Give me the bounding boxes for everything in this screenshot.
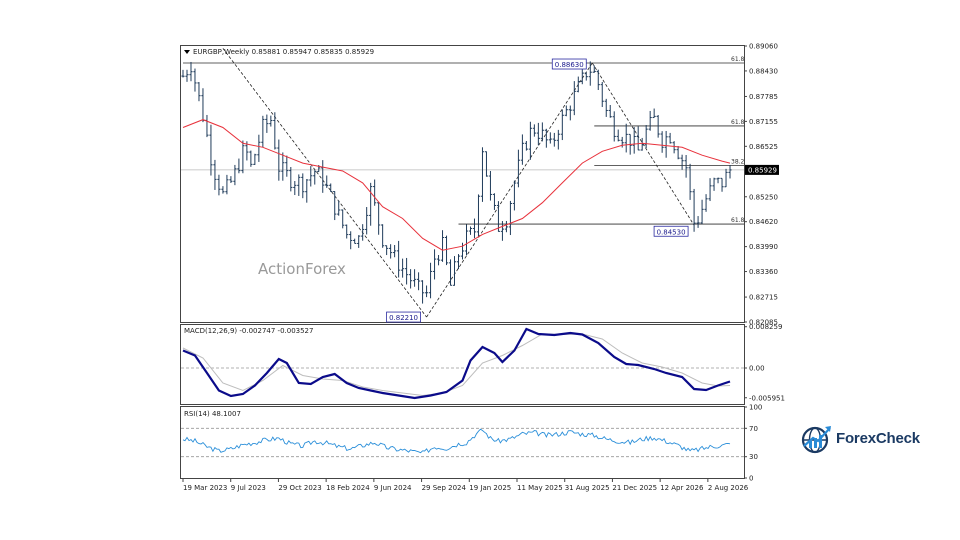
macd-tick-label: 0.00: [749, 365, 765, 373]
price-tick-label: 0.83360: [749, 268, 778, 276]
rsi-header: RSI(14) 48.1007: [184, 410, 241, 418]
watermark: ActionForex: [258, 260, 346, 278]
price-tick-label: 0.83990: [749, 243, 778, 251]
price-tick-label: 0.88430: [749, 67, 778, 75]
trendline: [222, 48, 427, 318]
current-price-box: [745, 164, 779, 175]
price-tick-label: 0.89060: [749, 43, 778, 51]
x-tick-label: 29 Sep 2024: [422, 484, 467, 492]
fib-level-label: 61.8: [731, 56, 745, 63]
x-tick-label: 2 Aug 2026: [708, 484, 749, 492]
price-tick-label: 0.86525: [749, 143, 778, 151]
price-annotation-box: [386, 311, 421, 323]
price-annotation-label: 0.84530: [657, 228, 686, 236]
price-annotation-label: 0.82210: [389, 314, 418, 322]
price-tick-label: 0.82715: [749, 294, 778, 302]
macd-header: MACD(12,26,9) -0.002747 -0.003527: [184, 327, 313, 335]
price-tick-label: 0.85250: [749, 193, 778, 201]
fib-level-label: 38.2: [731, 159, 745, 166]
price-tick-label: 0.87785: [749, 93, 778, 101]
rsi-tick-label: 70: [749, 425, 758, 433]
macd-panel: [180, 324, 745, 405]
rsi-series-line: [182, 428, 731, 454]
macd-tick-label: -0.005951: [749, 394, 785, 402]
rsi-panel: [180, 406, 745, 479]
x-tick-label: 12 Apr 2026: [660, 484, 704, 492]
price-annotation-box: [653, 225, 689, 237]
x-tick-label: 11 May 2025: [517, 484, 563, 492]
trendline: [591, 62, 695, 226]
rsi-tick-label: 0: [749, 475, 753, 483]
price-panel: [180, 45, 745, 323]
price-annotation-label: 0.88630: [555, 61, 584, 69]
fib-level-label: 61.8: [731, 119, 745, 126]
price-tick-label: 0.82085: [749, 319, 778, 327]
x-tick-label: 9 Jun 2024: [374, 484, 412, 492]
globe-chart-logo-icon: [801, 426, 831, 454]
x-tick-label: 9 Jul 2023: [231, 484, 266, 492]
price-tick-label: 0.87155: [749, 118, 778, 126]
x-tick-label: 29 Oct 2023: [278, 484, 321, 492]
rsi-tick-label: 100: [749, 404, 762, 412]
brand-logo: ForexCheck: [800, 424, 930, 454]
macd-series-macd: [182, 327, 731, 400]
brand-name: ForexCheck: [836, 430, 920, 447]
current-price-label: 0.85929: [748, 166, 777, 174]
x-tick-label: 19 Jan 2025: [469, 484, 511, 492]
fib-level-label: 61.8: [731, 217, 745, 224]
price-tick-label: 0.84620: [749, 218, 778, 226]
chart-header: EURGBP,Weekly 0.85881 0.85947 0.85835 0.…: [193, 48, 374, 56]
collapse-triangle-icon[interactable]: [184, 50, 190, 54]
macd-tick-label: 0.008259: [749, 323, 782, 331]
x-tick-label: 21 Dec 2025: [612, 484, 657, 492]
price-annotation-box: [551, 58, 587, 70]
x-tick-label: 19 Mar 2023: [183, 484, 227, 492]
moving-average-line: [182, 119, 731, 251]
x-tick-label: 31 Aug 2025: [565, 484, 610, 492]
x-tick-label: 18 Feb 2024: [326, 484, 370, 492]
rsi-tick-label: 30: [749, 453, 758, 461]
macd-series-signal: [182, 333, 731, 397]
